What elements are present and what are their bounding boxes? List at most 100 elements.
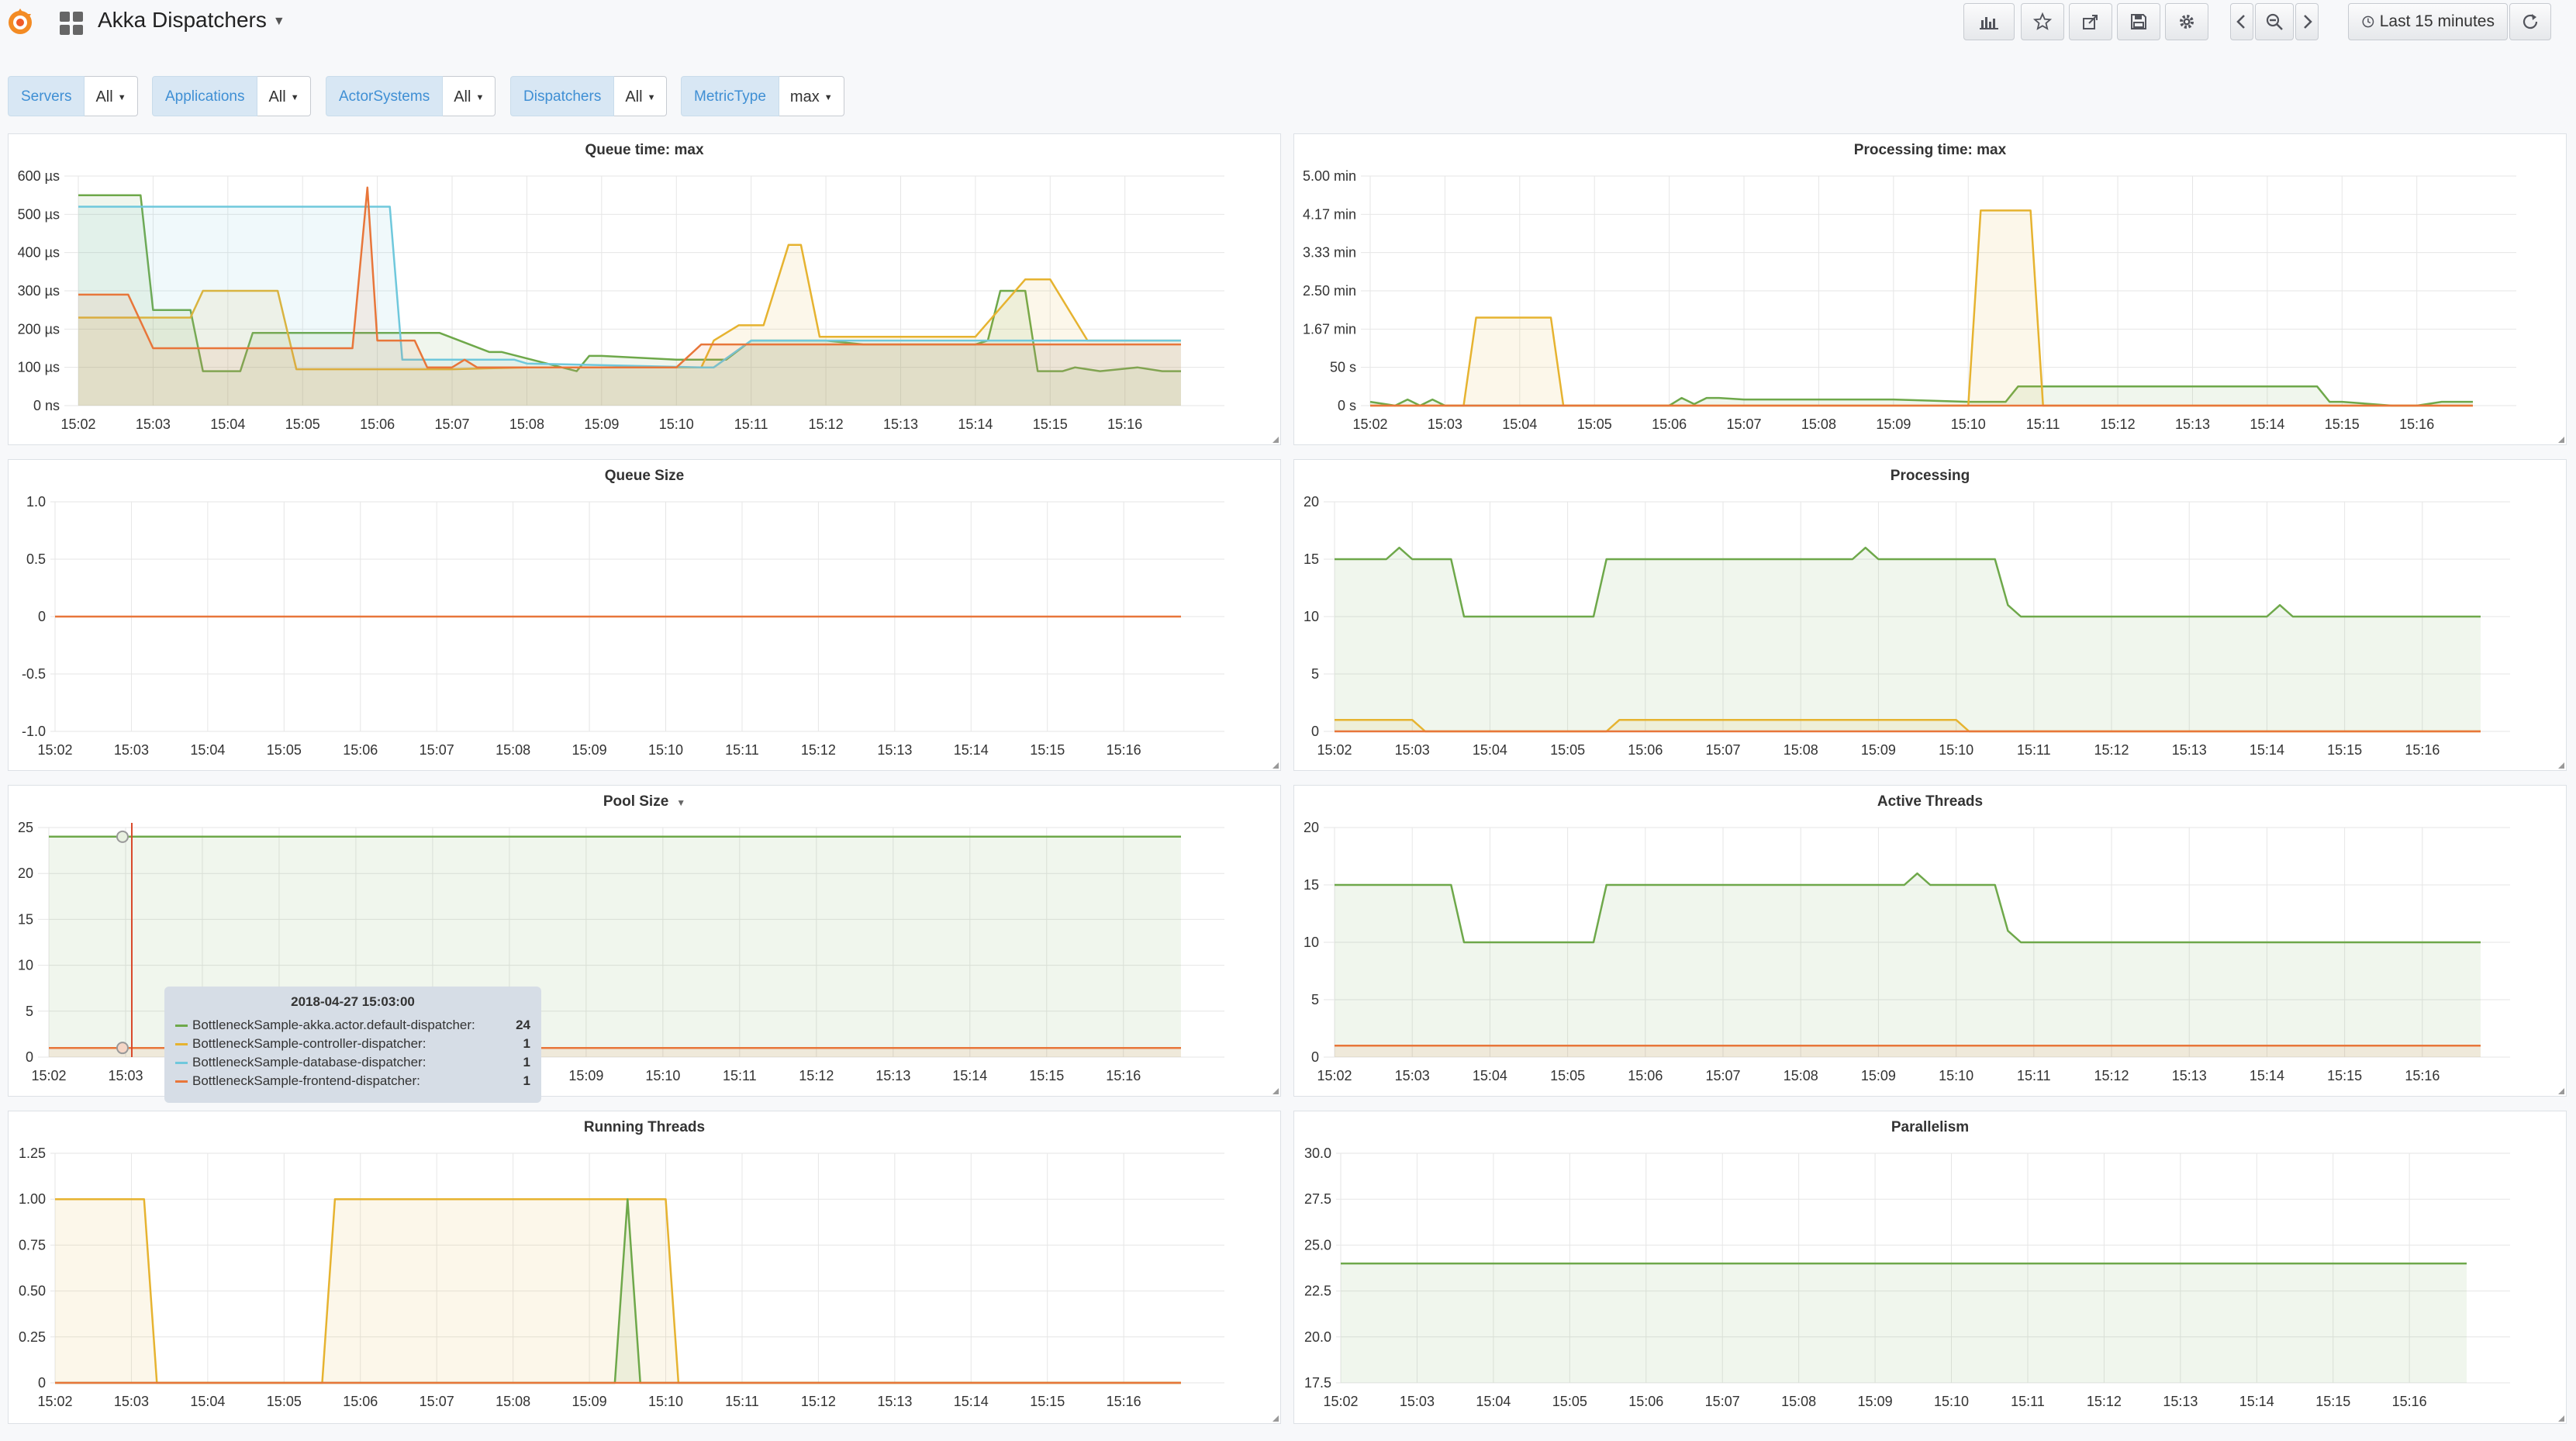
queue-time-chart[interactable]: 15:02 15:03 15:04 15:05 15:06 15:07 15:08 15:09… [9,134,1282,446]
x-tick-label: 15:04 [190,742,225,758]
time-back-button[interactable] [2230,3,2253,40]
tooltip-series-value: 1 [523,1036,530,1051]
y-tick-label: 100 µs [18,360,60,375]
y-tick-label: 0 [1311,724,1319,739]
x-tick-label: 15:11 [2026,416,2060,432]
x-tick-label: 15:11 [725,742,759,758]
variable-dispatchers-select[interactable]: All ▼ [614,76,668,116]
processing-chart[interactable]: 15:02 15:03 15:04 15:05 15:06 15:07 15:08 15:09… [1294,460,2567,772]
parallelism-chart[interactable]: 15:02 15:03 15:04 15:05 15:06 15:07 15:08 15:09… [1294,1111,2567,1425]
x-tick-label: 15:08 [1781,1394,1816,1409]
time-range-picker[interactable]: Last 15 minutes [2348,3,2508,40]
x-tick-label: 15:02 [1317,742,1352,758]
x-tick-label: 15:14 [954,1394,989,1409]
panel-title[interactable]: Active Threads [1877,793,1984,810]
y-tick-label: 15 [18,911,33,927]
panel-title[interactable]: Processing time: max [1853,142,2007,158]
x-tick-label: 15:06 [1628,742,1663,758]
x-tick-label: 15:14 [2239,1394,2274,1409]
panel-title-menu[interactable]: Pool Size ▼ [9,793,1280,810]
dashboards-grid-icon[interactable] [59,11,84,36]
y-tick-label: 22.5 [1304,1284,1331,1299]
running-threads-chart[interactable]: 15:02 15:03 15:04 15:05 15:06 15:07 15:08 15:09… [9,1111,1282,1425]
panel-active-threads: Active Threads 15:02 15:03 15:04 15:05 15:06… [1293,785,2567,1097]
x-tick-label: 15:10 [1934,1394,1969,1409]
x-tick-label: 15:02 [1323,1394,1358,1409]
y-tick-label: -0.5 [22,666,46,682]
x-tick-label: 15:08 [1801,416,1836,432]
x-tick-label: 15:05 [1552,1394,1587,1409]
y-tick-label: 15 [1304,551,1319,567]
panel-title[interactable]: Processing [1890,468,1970,484]
resize-handle-icon [1272,762,1279,769]
x-tick-label: 15:12 [2094,742,2129,758]
x-tick-label: 15:04 [1473,742,1507,758]
x-tick-label: 15:08 [509,416,544,432]
y-tick-label: 2.50 min [1303,283,1356,299]
settings-button[interactable] [2165,3,2208,40]
x-tick-label: 15:03 [1395,742,1430,758]
x-tick-label: 15:02 [60,416,95,432]
x-tick-label: 15:02 [37,742,72,758]
queue-size-chart[interactable]: 15:02 15:03 15:04 15:05 15:06 15:07 15:08 15:09… [9,460,1282,772]
x-tick-label: 15:05 [1550,742,1585,758]
x-tick-label: 15:13 [883,416,918,432]
resize-handle-icon [2558,762,2564,769]
panel-title[interactable]: Parallelism [1891,1119,1970,1135]
tooltip-series-name: BottleneckSample-frontend-dispatcher: [192,1073,420,1088]
y-tick-label: -1.0 [22,724,46,739]
zoom-out-button[interactable] [2255,3,2294,40]
x-tick-label: 15:03 [1395,1068,1430,1083]
x-tick-label: 15:10 [648,1394,683,1409]
x-tick-label: 15:10 [659,416,694,432]
time-range-label: Last 15 minutes [2379,12,2495,30]
variable-actorsystems-select[interactable]: All ▼ [443,76,496,116]
time-forward-button[interactable] [2295,3,2319,40]
share-button[interactable] [2069,3,2112,40]
x-tick-label: 15:13 [2175,416,2210,432]
panel-title[interactable]: Running Threads [583,1119,706,1135]
caret-down-icon: ▼ [475,92,485,102]
y-tick-label: 600 µs [18,168,60,184]
x-tick-label: 15:04 [210,416,245,432]
panel-parallelism: Parallelism 15:02 15:03 15:04 15:05 15:06 15:… [1293,1111,2567,1424]
series-line-green [1335,546,2481,618]
grafana-logo-icon[interactable] [5,6,36,37]
variable-applications-select[interactable]: All ▼ [257,76,311,116]
variable-label: Applications [152,76,258,116]
x-tick-label: 15:04 [190,1394,225,1409]
x-tick-label: 15:07 [435,416,470,432]
active-threads-chart[interactable]: 15:02 15:03 15:04 15:05 15:06 15:07 15:08 15:09… [1294,786,2567,1097]
series-line-yellow [55,1197,1181,1384]
x-tick-label: 15:10 [648,742,683,758]
y-tick-label: 30.0 [1304,1146,1331,1161]
variable-value: All [268,88,286,105]
x-tick-label: 15:06 [343,1394,378,1409]
x-tick-label: 15:10 [645,1068,680,1083]
panel-processing-time: Processing time: max 15:02 15:03 15:04 15:0… [1293,133,2567,445]
y-tick-label: 10 [1304,935,1319,950]
add-panel-button[interactable] [1963,3,2015,40]
x-tick-label: 15:02 [1317,1068,1352,1083]
x-tick-label: 15:05 [1577,416,1612,432]
panel-title[interactable]: Queue time: max [585,142,704,158]
x-tick-label: 15:15 [2315,1394,2350,1409]
variable-metrictype-select[interactable]: max ▼ [779,76,844,116]
star-button[interactable] [2021,3,2064,40]
save-icon [2131,14,2146,29]
panel-processing: Processing 15:02 15:03 15:04 15:05 15:06 15:0… [1293,459,2567,771]
save-button[interactable] [2117,3,2160,40]
variable-servers-select[interactable]: All ▼ [85,76,138,116]
processing-time-chart[interactable]: 15:02 15:03 15:04 15:05 15:06 15:07 15:08 15:09… [1294,134,2567,446]
refresh-button[interactable] [2509,3,2551,40]
panel-title[interactable]: Queue Size [604,468,685,484]
tooltip-series-name: BottleneckSample-database-dispatcher: [192,1055,426,1070]
x-tick-label: 15:06 [1652,416,1687,432]
x-tick-label: 15:13 [2172,742,2207,758]
x-tick-label: 15:16 [1107,1394,1141,1409]
dashboard-title-dropdown[interactable]: Akka Dispatchers ▼ [98,8,285,33]
series-line-yellow [78,244,1181,371]
x-tick-label: 15:02 [31,1068,66,1083]
y-tick-label: 200 µs [18,321,60,337]
panel-running-threads: Running Threads 15:02 15:03 15:04 15:05 15:0… [8,1111,1281,1424]
